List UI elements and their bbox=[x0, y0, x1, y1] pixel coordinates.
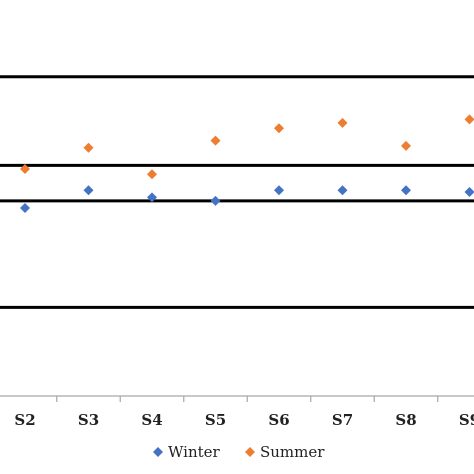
point-summer-s5 bbox=[210, 135, 221, 146]
point-winter-s6 bbox=[274, 185, 284, 196]
point-winter-s9 bbox=[464, 187, 474, 198]
x-tick-label-s2: S2 bbox=[14, 411, 35, 429]
x-tick-label-s9: S9 bbox=[459, 411, 474, 429]
legend-marker-summer bbox=[245, 447, 255, 457]
legend-label-summer: Summer bbox=[260, 443, 325, 461]
point-summer-s3 bbox=[83, 142, 94, 153]
data-points bbox=[20, 114, 474, 213]
legend: Winter Summer bbox=[153, 443, 325, 461]
x-tick-label-s8: S8 bbox=[395, 411, 416, 429]
point-winter-s2 bbox=[20, 203, 30, 213]
point-summer-s7 bbox=[337, 117, 348, 128]
legend-label-winter: Winter bbox=[168, 443, 221, 461]
point-winter-s4 bbox=[147, 192, 157, 203]
legend-item-summer: Summer bbox=[245, 443, 325, 461]
point-summer-s9 bbox=[464, 114, 474, 125]
point-summer-s2 bbox=[20, 163, 30, 174]
x-axis-ticks bbox=[56, 396, 439, 402]
point-summer-s8 bbox=[401, 140, 411, 151]
x-tick-label-s4: S4 bbox=[141, 411, 162, 429]
reference-lines bbox=[0, 75, 474, 309]
x-tick-label-s5: S5 bbox=[205, 411, 226, 429]
x-axis-tick-labels: S2 S3 S4 S5 S6 S7 S8 S9 bbox=[14, 411, 474, 429]
x-tick-label-s7: S7 bbox=[332, 411, 353, 429]
x-tick-label-s3: S3 bbox=[78, 411, 99, 429]
point-summer-s6 bbox=[274, 123, 284, 134]
x-tick-label-s6: S6 bbox=[268, 411, 289, 429]
legend-item-winter: Winter bbox=[153, 443, 221, 461]
point-winter-s5 bbox=[210, 195, 221, 206]
point-winter-s7 bbox=[337, 185, 348, 196]
point-winter-s3 bbox=[83, 185, 94, 196]
point-winter-s8 bbox=[401, 185, 411, 196]
point-summer-s4 bbox=[147, 169, 157, 180]
legend-marker-winter bbox=[153, 447, 163, 457]
